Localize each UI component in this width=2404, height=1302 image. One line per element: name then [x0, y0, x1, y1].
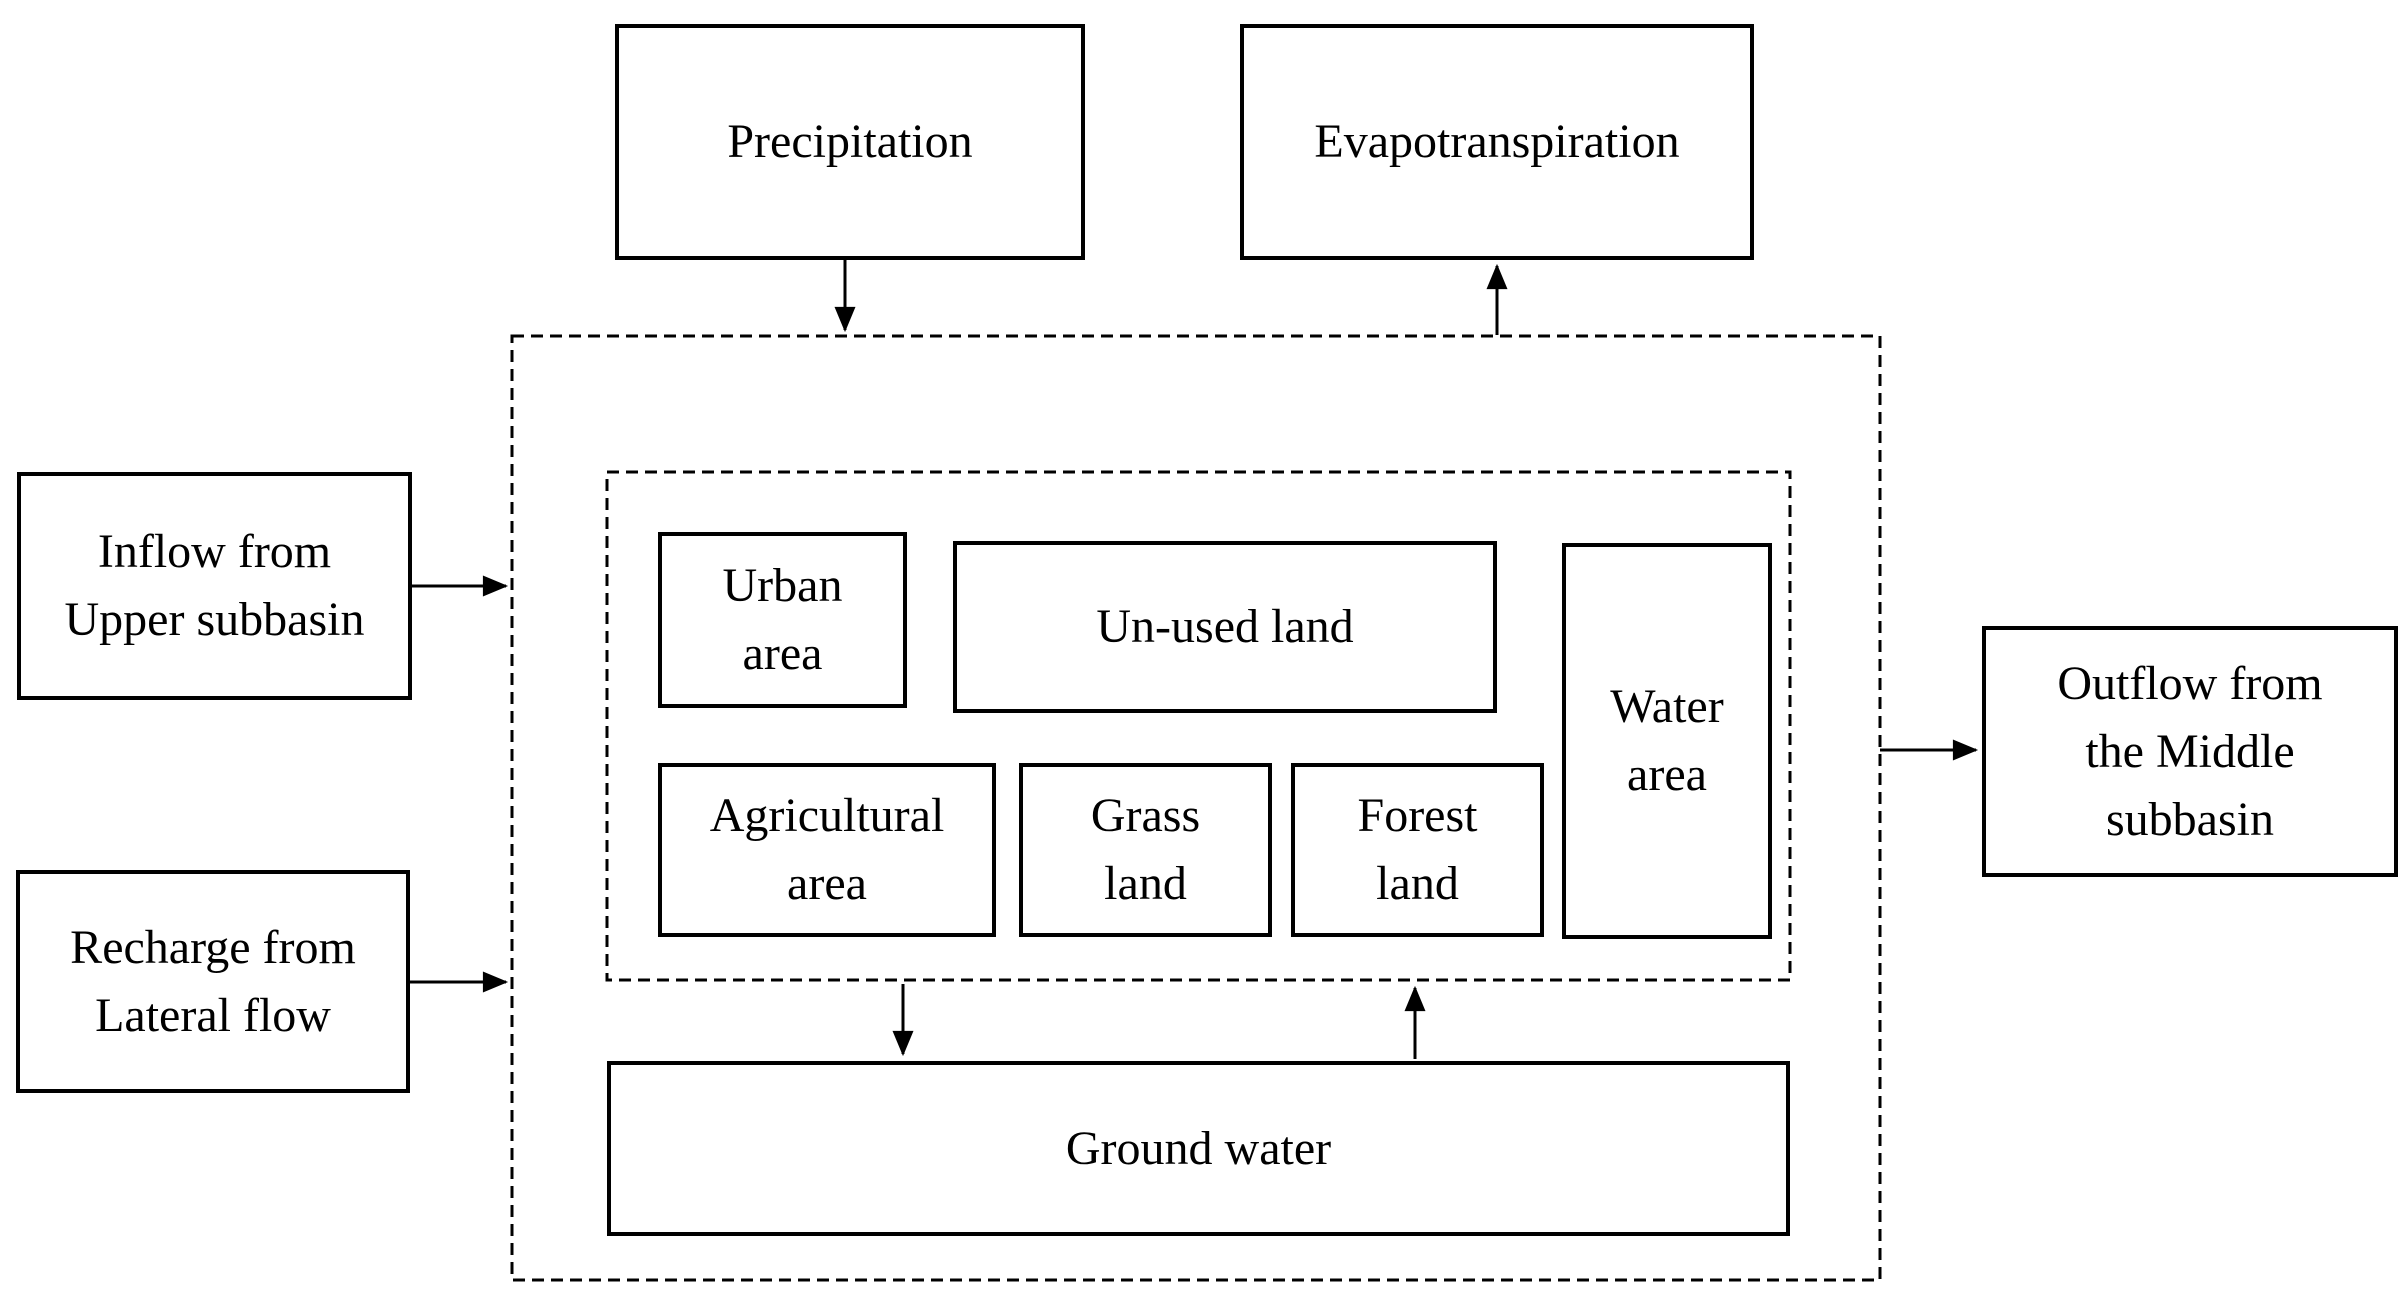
outflow-box: Outflow from the Middle subbasin — [1982, 626, 2398, 877]
grass-land-box: Grass land — [1019, 763, 1272, 937]
ground-water-label: Ground water — [1065, 1121, 1332, 1175]
inflow-label-line-1: Inflow from — [97, 525, 332, 578]
outflow-label-line-2: the Middle — [2085, 724, 2295, 778]
outflow-label-line-1: Outflow from — [2057, 656, 2323, 710]
inflow-label-line-2: Upper subbasin — [64, 593, 365, 646]
forest-land-label-line-2: land — [1376, 857, 1459, 910]
grass-land-label-line-1: Grass — [1090, 789, 1201, 842]
grass-land-label-line-2: land — [1104, 857, 1187, 910]
urban-area-label-line-2: area — [742, 627, 823, 680]
landuse-group-dashed-box — [605, 470, 1792, 982]
water-area-label-line-1: Water — [1610, 680, 1724, 733]
unused-land-box: Un-used land — [953, 541, 1497, 713]
evapotranspiration-label: Evapotranspiration — [1314, 115, 1680, 168]
agricultural-area-box: Agricultural area — [658, 763, 996, 937]
unused-land-label: Un-used land — [1096, 600, 1354, 653]
recharge-label-line-1: Recharge from — [70, 920, 356, 974]
agricultural-area-label-line-1: Agricultural — [709, 789, 945, 842]
recharge-box: Recharge from Lateral flow — [16, 870, 410, 1093]
water-area-box: Water area — [1562, 543, 1772, 939]
forest-land-box: Forest land — [1291, 763, 1544, 937]
urban-area-label-line-1: Urban — [722, 559, 843, 612]
evapotranspiration-box: Evapotranspiration — [1240, 24, 1754, 260]
outflow-label-line-3: subbasin — [2106, 792, 2274, 846]
subbasin-boundary-dashed-box — [510, 334, 1882, 1282]
precipitation-label: Precipitation — [727, 115, 973, 168]
urban-area-box: Urban area — [658, 532, 907, 708]
recharge-label-line-2: Lateral flow — [95, 988, 331, 1042]
ground-water-box: Ground water — [607, 1061, 1790, 1236]
agricultural-area-label-line-2: area — [787, 857, 867, 910]
inflow-box: Inflow from Upper subbasin — [17, 472, 412, 700]
forest-land-label-line-1: Forest — [1357, 789, 1478, 842]
water-area-label-line-2: area — [1627, 748, 1707, 801]
precipitation-box: Precipitation — [615, 24, 1085, 260]
